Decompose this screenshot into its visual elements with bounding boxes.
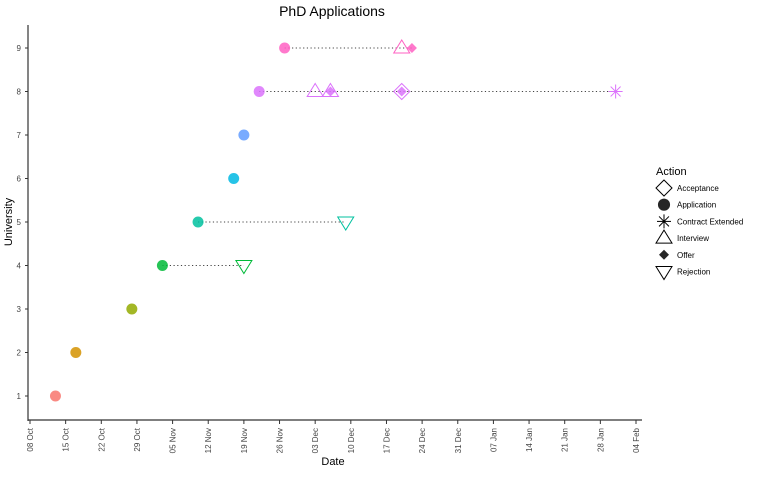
point-application [192,216,204,228]
point-application [238,129,250,141]
y-tick-label: 9 [17,44,22,53]
x-tick-label: 12 Nov [204,428,213,453]
legend-key-rejection [655,266,673,281]
x-tick-label: 24 Dec [418,428,427,453]
legend-label: Acceptance [677,184,719,193]
x-tick-label: 28 Jan [596,428,605,452]
y-tick-label: 2 [17,349,22,358]
point-interview [321,82,340,97]
x-tick-label: 15 Oct [62,427,71,451]
x-tick-label: 08 Oct [26,427,35,451]
point-acceptance [393,82,411,101]
y-tick-label: 1 [17,392,22,401]
point-offer [325,86,336,97]
legend-label: Application [677,201,716,210]
chart-title: PhD Applications [279,3,385,19]
point-application [156,260,168,271]
point-offer [396,86,407,97]
point-offer [406,43,417,53]
point-rejection [336,216,355,231]
x-tick-label: 05 Nov [169,428,178,453]
point-interview [306,82,325,97]
legend-label: Interview [677,234,709,243]
x-tick-label: 04 Feb [632,427,641,452]
point-application [49,390,61,402]
x-tick-label: 21 Jan [561,428,570,452]
x-tick-label: 26 Nov [276,428,285,453]
y-tick-label: 3 [17,305,22,314]
legend-label: Contract Extended [677,217,743,226]
y-tick-label: 7 [17,131,22,140]
point-application [70,347,82,358]
legend-key-acceptance [655,179,673,197]
x-tick-label: 31 Dec [454,428,463,453]
x-tick-label: 03 Dec [311,428,320,453]
y-axis-label: University [3,197,15,246]
point-contract-extended [608,84,623,99]
legend-key-interview [655,229,673,244]
y-tick-label: 6 [17,175,22,184]
point-application [228,173,240,184]
legend-title: Action [656,166,687,178]
x-tick-label: 17 Dec [382,428,391,453]
point-application [126,303,138,315]
x-axis-label: Date [321,456,344,468]
point-application [279,42,291,54]
x-tick-label: 29 Oct [133,427,142,451]
y-tick-label: 8 [17,88,22,97]
legend: Action Acceptance Application Contract Ext… [655,166,743,281]
y-tick-label: 4 [17,262,22,271]
legend-key-offer [659,249,669,260]
legend-key-contract-extended [657,214,671,229]
x-tick-label: 22 Oct [97,427,106,451]
legend-label: Rejection [677,268,710,277]
x-tick-label: 19 Nov [240,428,249,453]
x-tick-label: 07 Jan [489,428,498,452]
point-interview [392,39,411,54]
legend-key-application [657,198,671,211]
point-application [253,86,265,97]
legend-label: Offer [677,251,695,260]
x-tick-label: 14 Jan [525,428,534,452]
point-rejection [234,260,253,275]
y-tick-label: 5 [17,218,22,227]
x-tick-label: 10 Dec [347,428,356,453]
